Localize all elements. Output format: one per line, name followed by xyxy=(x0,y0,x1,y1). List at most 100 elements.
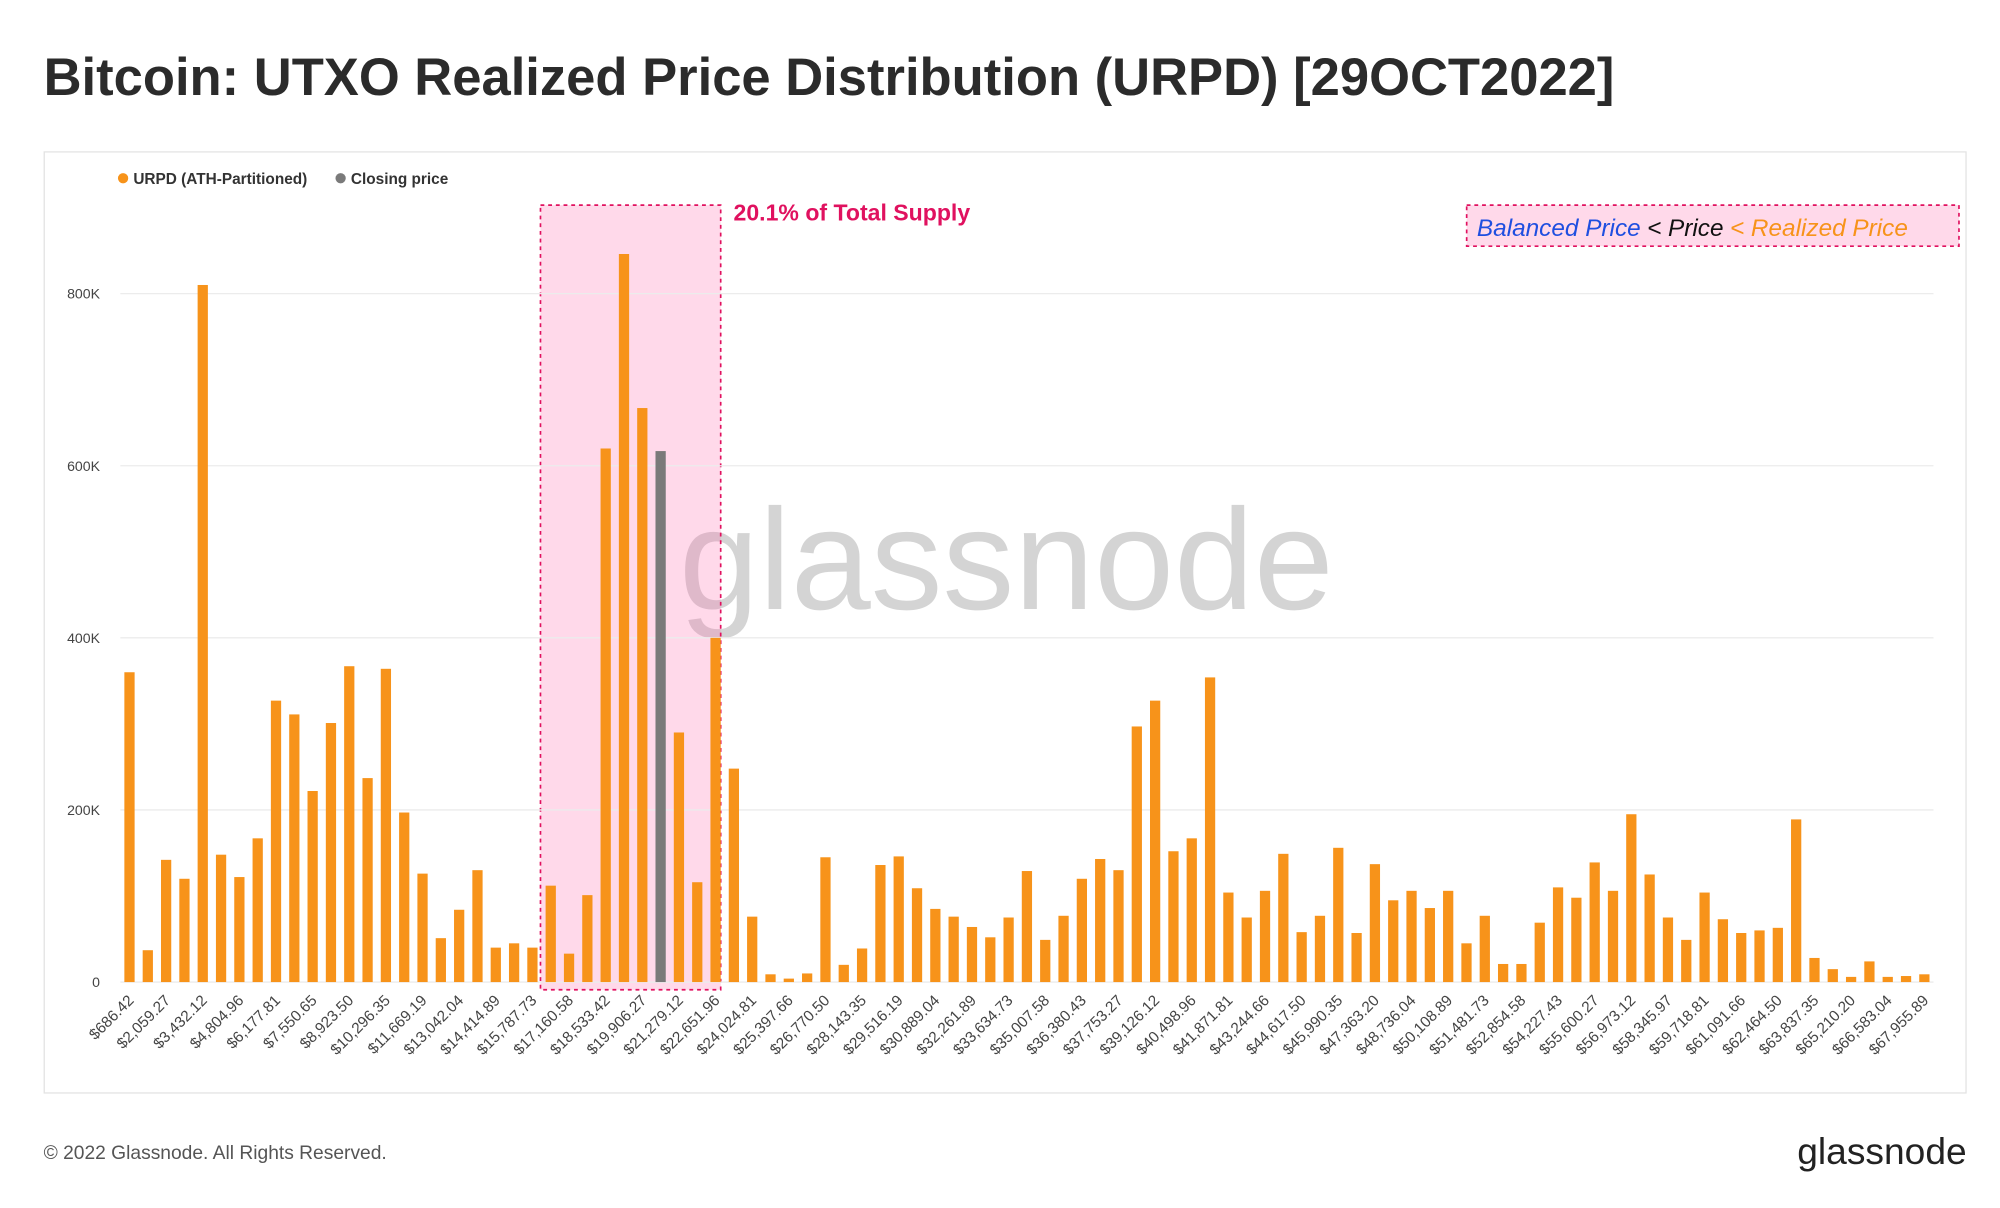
bar xyxy=(362,778,373,983)
bar xyxy=(1736,932,1747,983)
bar xyxy=(1644,874,1655,983)
watermark: glassnode xyxy=(679,480,1334,640)
bar xyxy=(380,668,392,983)
y-tick-label: 0 xyxy=(92,974,100,990)
bar xyxy=(1589,862,1600,983)
bar xyxy=(234,877,245,983)
bar xyxy=(1333,847,1344,983)
price-order-box xyxy=(1465,204,1960,247)
bar xyxy=(966,926,978,983)
y-tick-label: 200K xyxy=(67,802,101,818)
bar xyxy=(1424,908,1435,983)
price-order-part: < Realized Price xyxy=(1730,215,1908,242)
bar xyxy=(582,895,593,983)
bar xyxy=(1754,930,1765,983)
bar xyxy=(1003,917,1014,983)
bar xyxy=(747,916,758,983)
bar xyxy=(710,637,721,983)
legend-marker xyxy=(117,173,129,184)
bar xyxy=(1516,963,1527,983)
bar xyxy=(1259,890,1271,983)
bar xyxy=(1040,939,1051,983)
bar xyxy=(1497,963,1509,983)
bar xyxy=(215,854,227,983)
bar xyxy=(1296,932,1307,983)
bar xyxy=(728,768,740,983)
bar xyxy=(618,254,630,983)
price-order-text: Balanced Price < Price < Realized Price xyxy=(1477,215,1908,242)
bar xyxy=(1662,917,1674,983)
bar xyxy=(765,974,776,983)
bar xyxy=(802,973,813,983)
price-order-part: Balanced Price xyxy=(1477,215,1641,242)
bar xyxy=(454,909,465,983)
bar xyxy=(142,950,153,983)
bar xyxy=(1772,927,1783,983)
highlight-region xyxy=(539,204,722,991)
bar xyxy=(252,838,263,983)
legend-label: URPD (ATH-Partitioned) xyxy=(133,171,307,188)
bar xyxy=(1607,890,1619,983)
bar xyxy=(655,451,666,983)
bar xyxy=(911,888,923,983)
bar xyxy=(893,856,904,983)
bar xyxy=(472,870,483,983)
bar xyxy=(1461,943,1472,983)
bar xyxy=(1076,878,1087,983)
legend-marker xyxy=(335,173,346,184)
bar xyxy=(600,448,611,983)
bar xyxy=(1186,838,1197,983)
bar xyxy=(307,791,318,983)
bar xyxy=(1406,890,1417,983)
bar xyxy=(160,859,172,983)
bar xyxy=(1369,864,1381,983)
bar xyxy=(1845,976,1857,983)
bar xyxy=(1241,917,1252,983)
bar xyxy=(1388,900,1399,983)
bar xyxy=(563,953,575,983)
bar xyxy=(1021,871,1033,983)
bar xyxy=(985,937,996,983)
footer: © 2022 Glassnode. All Rights Reserved. xyxy=(44,1143,387,1164)
bar xyxy=(637,408,648,983)
bar xyxy=(875,865,886,983)
bar xyxy=(1058,915,1069,983)
y-tick-label: 800K xyxy=(67,286,101,302)
bar xyxy=(1827,969,1838,983)
bar xyxy=(1095,858,1106,983)
bar xyxy=(1204,677,1216,983)
bar xyxy=(1882,976,1893,983)
bar xyxy=(930,908,941,983)
bar xyxy=(1443,890,1454,983)
bar xyxy=(1791,819,1802,983)
bar xyxy=(1809,957,1820,983)
bar xyxy=(1278,853,1289,983)
bar xyxy=(1717,919,1729,983)
bar xyxy=(197,284,208,983)
bar xyxy=(490,947,501,983)
bar xyxy=(508,943,520,983)
highlight-label: 20.1% of Total Supply xyxy=(734,200,971,226)
bar xyxy=(124,672,135,983)
bar xyxy=(1131,726,1142,983)
bar xyxy=(545,885,556,983)
bar xyxy=(344,666,355,983)
bar xyxy=(1681,939,1692,983)
bar xyxy=(783,978,794,983)
chart-title: Bitcoin: UTXO Realized Price Distributio… xyxy=(44,48,1615,107)
chart-frame xyxy=(43,151,1967,1094)
bar xyxy=(1552,887,1564,983)
bar xyxy=(1351,932,1362,983)
bar xyxy=(527,947,538,983)
bar xyxy=(1534,922,1545,983)
bar xyxy=(1223,892,1234,983)
bar xyxy=(289,714,300,983)
logo: glassnode xyxy=(1797,1130,1966,1172)
bar xyxy=(179,878,190,983)
bar xyxy=(1626,814,1637,983)
bar xyxy=(1699,892,1710,983)
bar xyxy=(692,882,703,983)
bar xyxy=(1900,976,1912,983)
